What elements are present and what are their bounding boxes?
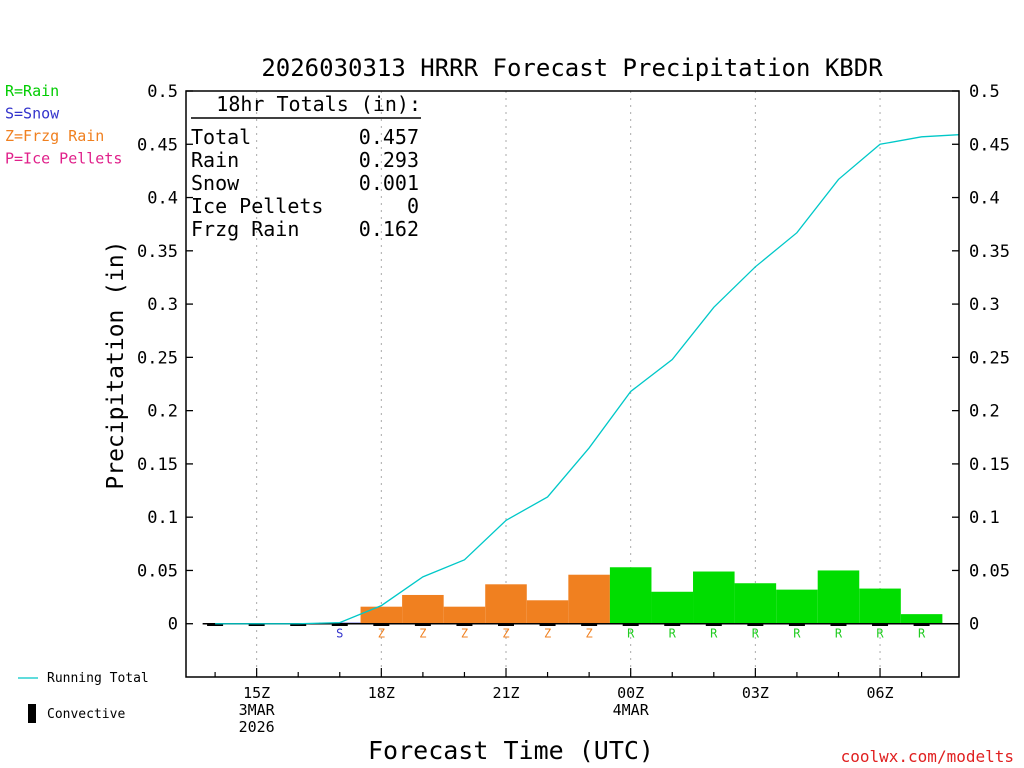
y-tick-label-right-9: 0.45 [969,135,1010,155]
y-tick-label-right-5: 0.25 [969,348,1010,368]
y-tick-label-left-1: 0.05 [137,561,178,581]
totals-label-1: Rain [191,148,239,172]
ptype-letter-18: Z [378,627,385,641]
bar-23 [568,574,610,624]
chart-title: 2026030313 HRRR Forecast Precipitation K… [261,54,883,82]
bar-22 [526,600,569,624]
bar-28 [776,589,818,624]
bar-26 [693,571,735,624]
bar-31 [900,614,943,624]
ptype-letter-20: Z [461,627,468,641]
x-tick-label-5-0: 06Z [866,684,893,702]
bar-25 [651,591,694,624]
y-tick-label-right-2: 0.1 [969,508,1000,528]
y-tick-label-right-4: 0.2 [969,402,1000,422]
totals-box: 18hr Totals (in): Total 0.457 Rain 0.293 Sno… [191,92,421,241]
x-tick-label-3-1: 4MAR [613,701,650,719]
y-tick-label-right-6: 0.3 [969,295,1000,315]
ptype-letter-17: S [336,627,343,641]
ptype-letter-29: R [835,627,843,641]
ptype-letter-28: R [793,627,801,641]
ptype-letter-24: R [627,627,635,641]
y-tick-label-left-5: 0.25 [137,348,178,368]
y-tick-label-right-0: 0 [969,615,979,635]
credit-text: coolwx.com/modelts [841,747,1014,766]
x-tick-label-0-2: 2026 [239,718,275,736]
ptype-letter-23: Z [586,627,593,641]
legend-type-1: S=Snow [5,105,60,123]
totals-heading: 18hr Totals (in): [216,92,421,116]
ptype-letter-25: R [669,627,677,641]
y-tick-label-left-10: 0.5 [147,82,178,102]
bar-20 [443,606,486,624]
y-tick-label-left-0: 0 [168,615,178,635]
y-axis-label: Precipitation (in) [103,240,129,489]
x-tick-label-4-0: 03Z [742,684,769,702]
running-total-line [215,134,960,625]
y-axis-right: 0 0.05 0.1 0.15 0.2 0.25 0.3 0.35 0.4 0.45 0.5 [952,82,1010,635]
y-tick-label-left-3: 0.15 [137,455,178,475]
totals-value-1: 0.293 [359,148,419,172]
bar-29 [817,570,860,624]
bar-21 [485,584,527,624]
legend-type-3: P=Ice Pellets [5,150,122,168]
y-tick-label-left-4: 0.2 [147,402,178,422]
legend-running-total-label: Running Total [47,671,149,686]
ptype-letter-31: R [918,627,926,641]
y-tick-label-left-9: 0.45 [137,135,178,155]
series-legend: Running Total Convective [18,671,149,723]
running-total-polyline [215,134,960,625]
totals-label-0: Total [191,125,251,149]
bar-19 [402,594,444,624]
x-axis-label: Forecast Time (UTC) [368,736,654,765]
x-tick-label-0-1: 3MAR [239,701,276,719]
x-tick-label-3-0: 00Z [617,684,644,702]
totals-value-4: 0.162 [359,217,419,241]
ptype-letter-21: Z [502,627,509,641]
legend-type-0: R=Rain [5,82,59,100]
y-tick-label-left-6: 0.3 [147,295,178,315]
y-tick-label-right-1: 0.05 [969,561,1010,581]
ptype-letter-30: R [876,627,884,641]
legend-convective-label: Convective [47,707,125,722]
bar-18 [360,606,403,624]
y-tick-label-left-8: 0.4 [147,189,178,209]
precip-bars [318,567,943,625]
y-axis-left: 0 0.05 0.1 0.15 0.2 0.25 0.3 0.35 0.4 0.45 0.5 [137,82,193,635]
totals-value-0: 0.457 [359,125,419,149]
x-tick-label-0-0: 15Z [243,684,270,702]
legend-convective-swatch [28,704,36,723]
x-tick-label-2-0: 21Z [492,684,519,702]
precip-type-legend: R=Rain S=Snow Z=Frzg Rain P=Ice Pellets [5,82,122,168]
totals-label-4: Frzg Rain [191,217,299,241]
y-tick-label-left-2: 0.1 [147,508,178,528]
totals-value-3: 0 [407,194,419,218]
x-tick-label-1-0: 18Z [368,684,395,702]
ptype-letter-19: Z [419,627,426,641]
ptype-letter-22: Z [544,627,551,641]
y-tick-label-right-10: 0.5 [969,82,1000,102]
y-tick-label-right-7: 0.35 [969,242,1010,262]
bar-24 [609,567,652,624]
legend-type-2: Z=Frzg Rain [5,127,104,145]
bar-27 [734,583,777,624]
bar-30 [859,588,901,624]
totals-value-2: 0.001 [359,171,419,195]
totals-label-2: Snow [191,171,240,195]
plot-frame [185,90,960,678]
ptype-letter-26: R [710,627,718,641]
y-tick-label-right-8: 0.4 [969,189,1000,209]
ptype-letter-27: R [752,627,760,641]
y-tick-label-left-7: 0.35 [137,242,178,262]
totals-label-3: Ice Pellets [191,194,323,218]
y-tick-label-right-3: 0.15 [969,455,1010,475]
